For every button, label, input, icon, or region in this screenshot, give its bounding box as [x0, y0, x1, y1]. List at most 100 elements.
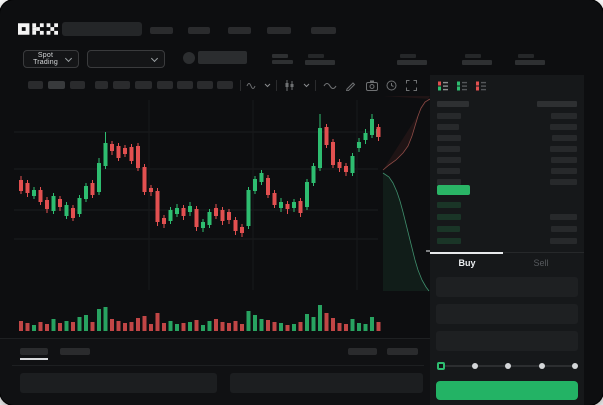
toolbar-divider	[276, 80, 277, 91]
candles	[19, 114, 381, 237]
bottom-tab[interactable]	[60, 348, 90, 355]
interval-button[interactable]	[217, 81, 233, 89]
order-panel: Buy Sell	[430, 75, 584, 405]
interval-button[interactable]	[113, 81, 130, 89]
bottom-tab-underline	[20, 358, 48, 360]
pair-name-placeholder	[198, 51, 247, 64]
total-field[interactable]	[436, 331, 578, 351]
bottom-form-block[interactable]	[20, 373, 217, 393]
slider-dot[interactable]	[538, 363, 545, 369]
slider-handle[interactable]	[437, 362, 445, 370]
buy-tab-indicator	[430, 252, 503, 254]
nav-item[interactable]	[228, 27, 251, 34]
market-type-label: Spot Trading	[33, 52, 58, 66]
draw-pencil-icon[interactable]	[345, 80, 356, 91]
ask-price-placeholder	[437, 168, 460, 174]
amount-slider[interactable]	[430, 358, 584, 374]
bid-row[interactable]	[430, 236, 584, 246]
ask-row[interactable]	[430, 155, 584, 165]
nav-item[interactable]	[267, 27, 291, 34]
ask-row[interactable]	[430, 122, 584, 132]
ask-amount-placeholder	[551, 157, 577, 163]
interval-button[interactable]	[28, 81, 43, 89]
bottom-tabs	[0, 339, 430, 365]
slider-dot[interactable]	[471, 363, 478, 369]
interval-button[interactable]	[135, 81, 152, 89]
buy-submit-button[interactable]	[436, 381, 578, 400]
bottom-action[interactable]	[387, 348, 418, 355]
tab-buy[interactable]: Buy	[458, 258, 476, 268]
bottom-divider	[12, 365, 424, 366]
bid-amount-placeholder	[550, 214, 577, 220]
slider-dot[interactable]	[572, 363, 578, 369]
orderbook-layout-toggles	[437, 80, 517, 92]
interval-button[interactable]	[177, 81, 193, 89]
coin-icon	[183, 52, 195, 64]
stat-label-placeholder	[308, 54, 324, 58]
price-field[interactable]	[436, 277, 578, 297]
nav-item[interactable]	[188, 27, 210, 34]
toolbar-divider	[315, 80, 316, 91]
ask-amount-placeholder	[551, 113, 577, 119]
ask-price-placeholder	[437, 113, 461, 119]
bottom-tab[interactable]	[20, 348, 48, 355]
bid-row[interactable]	[430, 224, 584, 234]
ask-amount-placeholder	[551, 168, 577, 174]
nav-item[interactable]	[150, 27, 173, 34]
stat-value-placeholder	[397, 60, 427, 65]
bottom-action[interactable]	[348, 348, 377, 355]
indicator-dropdown-icon[interactable]	[246, 81, 260, 90]
bid-amount-placeholder	[551, 226, 577, 232]
chart-gridlines	[14, 100, 378, 290]
chevron-down-icon[interactable]	[264, 83, 271, 88]
ask-row[interactable]	[430, 166, 584, 176]
ask-amount-placeholder	[552, 135, 577, 141]
fullscreen-expand-icon[interactable]	[406, 80, 417, 91]
ask-row[interactable]	[430, 144, 584, 154]
bid-amount-placeholder	[550, 238, 577, 244]
market-type-selector[interactable]: Spot Trading	[23, 50, 79, 68]
bid-price-placeholder	[437, 202, 461, 208]
bid-row[interactable]	[430, 212, 584, 222]
interval-button[interactable]	[70, 81, 85, 89]
price-placeholder	[272, 54, 288, 58]
ask-price-placeholder	[437, 157, 461, 163]
pair-selector[interactable]	[87, 50, 165, 68]
bid-row[interactable]	[430, 200, 584, 210]
market-stats	[0, 44, 603, 75]
slider-dot[interactable]	[505, 363, 511, 369]
ask-price-placeholder	[437, 135, 461, 141]
orderbook-view-toggle[interactable]	[456, 80, 468, 92]
ask-price-placeholder	[437, 146, 460, 152]
ask-row[interactable]	[430, 111, 584, 121]
amount-field[interactable]	[436, 304, 578, 324]
tab-sell[interactable]: Sell	[533, 258, 549, 268]
nav-item[interactable]	[311, 27, 336, 34]
orderbook-header-price	[437, 101, 469, 107]
interval-button[interactable]	[48, 81, 65, 89]
history-clock-icon[interactable]	[386, 80, 397, 91]
last-price-bar	[437, 185, 470, 195]
search-input[interactable]	[62, 22, 142, 36]
tab-divider	[430, 252, 584, 253]
candle-style-icon[interactable]	[284, 80, 295, 91]
camera-icon[interactable]	[366, 80, 378, 91]
interval-button[interactable]	[95, 81, 108, 89]
chevron-down-icon[interactable]	[303, 83, 310, 88]
orderbook-view-toggle[interactable]	[437, 80, 449, 92]
ask-amount-placeholder	[550, 146, 577, 152]
line-type-icon[interactable]	[323, 82, 337, 90]
orderbook-header-amount	[537, 101, 577, 107]
bottom-form-block[interactable]	[230, 373, 423, 393]
interval-button[interactable]	[197, 81, 213, 89]
stat-value-placeholder	[305, 60, 335, 65]
ask-row[interactable]	[430, 133, 584, 143]
stat-value-placeholder	[515, 60, 545, 65]
orderbook	[430, 75, 584, 255]
orderbook-view-toggle[interactable]	[475, 80, 487, 92]
ask-row[interactable]	[430, 177, 584, 187]
topbar	[0, 0, 603, 44]
interval-button[interactable]	[157, 81, 173, 89]
